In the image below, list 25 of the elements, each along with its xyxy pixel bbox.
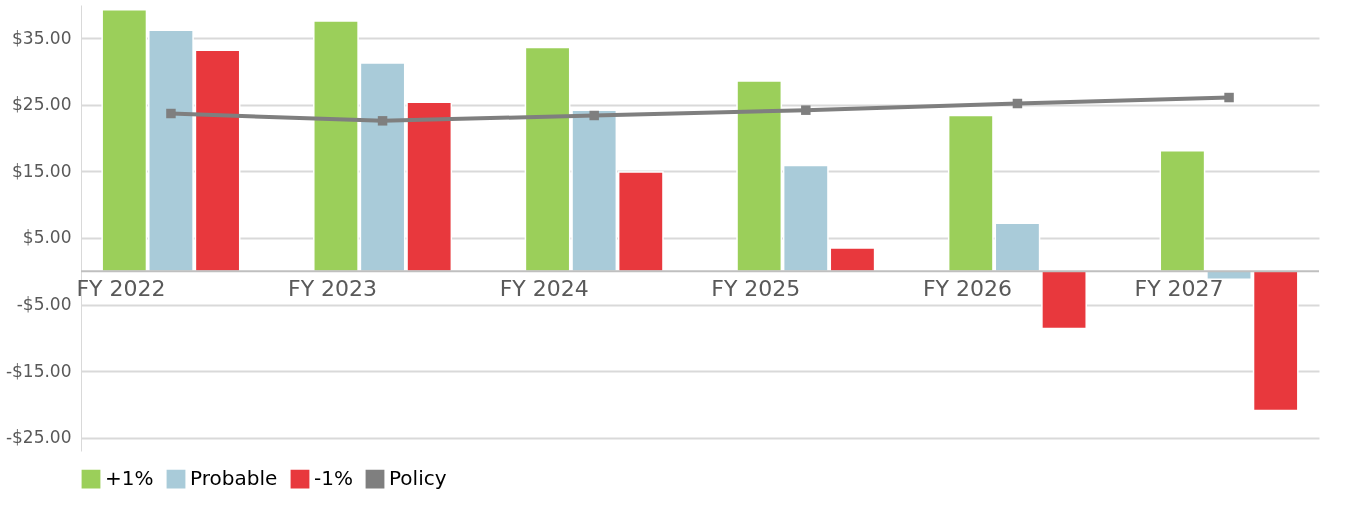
y-tick-label: -$25.00 bbox=[5, 427, 72, 448]
x-tick-label: FY 2023 bbox=[288, 276, 378, 302]
x-tick-label: FY 2024 bbox=[499, 276, 589, 302]
y-tick-label: $15.00 bbox=[12, 160, 72, 181]
y-tick-label: -$15.00 bbox=[5, 360, 72, 381]
point bbox=[377, 116, 388, 126]
y-tick-label: -$5.00 bbox=[16, 294, 72, 315]
legend-label: Policy bbox=[389, 466, 447, 491]
bar bbox=[1159, 150, 1206, 273]
bar bbox=[1041, 270, 1087, 330]
x-tick-label: FY 2022 bbox=[76, 276, 166, 302]
point bbox=[589, 110, 599, 121]
point bbox=[1224, 92, 1234, 103]
point bbox=[1012, 98, 1023, 109]
point bbox=[801, 105, 811, 115]
legend-label: Probable bbox=[190, 466, 278, 491]
x-tick-label: FY 2027 bbox=[1134, 276, 1224, 302]
legend-label: -1% bbox=[314, 466, 353, 491]
x-tick-label: FY 2026 bbox=[922, 276, 1012, 302]
y-tick-label: $35.00 bbox=[12, 27, 72, 48]
point bbox=[166, 108, 176, 119]
x-tick-label: FY 2025 bbox=[711, 276, 801, 302]
legend-label: +1% bbox=[105, 466, 154, 491]
y-tick-label: $5.00 bbox=[22, 227, 72, 248]
y-tick-label: $25.00 bbox=[12, 94, 72, 115]
